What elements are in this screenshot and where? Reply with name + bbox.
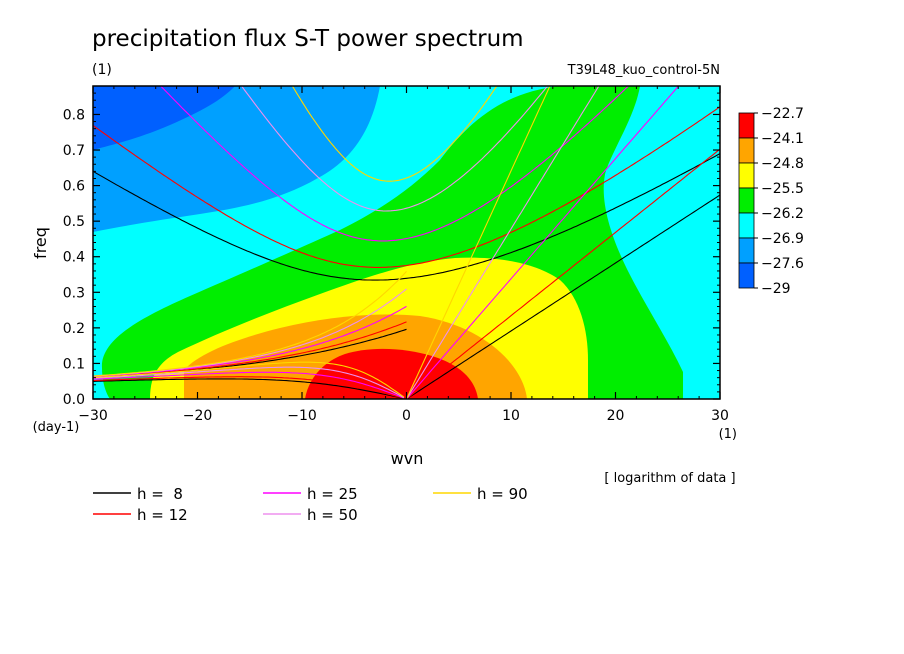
y-tick-label: 0.8 (63, 107, 85, 123)
y-tick-label: 0.2 (63, 321, 85, 337)
log-note: [ logarithm of data ] (604, 471, 735, 486)
colorbar-swatch (738, 137, 755, 164)
y-tick-label: 0.6 (63, 179, 85, 195)
colorbar-swatch (738, 162, 755, 189)
kelvin-curve (406, 194, 720, 399)
colorbar-label: −22.7 (761, 106, 804, 122)
x-tick-label: 30 (711, 408, 729, 424)
y-tick-label: 0.3 (63, 285, 85, 301)
colorbar-label: −29 (761, 281, 791, 297)
kelvin-curve (406, 86, 600, 399)
colorbar-swatch (738, 262, 755, 289)
colorbar-label: −25.5 (761, 181, 804, 197)
chart-title: precipitation flux S-T power spectrum (92, 26, 524, 52)
er-curve (93, 361, 405, 398)
y-unit-label: (day-1) (33, 420, 80, 435)
ig-curve (240, 86, 549, 212)
x-axis: −30 −20 −10 0 10 20 30 (78, 86, 729, 424)
colorbar-swatch (738, 212, 755, 239)
colorbar-label: −26.9 (761, 231, 804, 247)
er-curve (93, 366, 405, 399)
x-tick-label: −20 (183, 408, 213, 424)
mrg-curve (93, 271, 407, 377)
er-curve (93, 376, 405, 399)
x-tick-label: 10 (502, 408, 520, 424)
colorbar-swatch (738, 187, 755, 214)
chart-subtitle-left: (1) (92, 62, 112, 78)
er-curve (93, 378, 405, 399)
colorbar-swatch (738, 112, 755, 139)
x-tick-label: 20 (607, 408, 625, 424)
er-curve (93, 371, 405, 399)
y-tick-label: 0.0 (63, 392, 85, 408)
dispersion-curves (93, 86, 720, 399)
x-tick-label: 0 (402, 408, 411, 424)
x-tick-label: −10 (287, 408, 317, 424)
y-tick-label: 0.4 (63, 250, 85, 266)
legend: h = 8 h = 12 h = 25 h = 50 h = 90 (93, 485, 528, 524)
x-axis-label: wvn (391, 449, 424, 468)
colorbar-label: −27.6 (761, 256, 804, 272)
y-tick-label: 0.5 (63, 214, 85, 230)
ig-curve (159, 86, 630, 242)
kelvin-curve (405, 86, 551, 399)
colorbar-label: −24.1 (761, 131, 804, 147)
x-tick-label: −30 (78, 408, 108, 424)
ig-curve (93, 106, 720, 268)
kelvin-curve (406, 148, 720, 399)
legend-label: h = 50 (307, 506, 358, 524)
chart-subtitle-right: T39L48_kuo_control-5N (567, 63, 720, 78)
colorbar-swatch (738, 237, 755, 264)
y-axis: 0.0 0.1 0.2 0.3 0.4 0.5 0.6 0.7 0.8 (63, 92, 720, 408)
y-tick-label: 0.1 (63, 356, 85, 372)
y-tick-label: 0.7 (63, 143, 85, 159)
band-dark-blue (93, 86, 235, 150)
legend-label: h = 90 (477, 485, 528, 503)
colorbar-label: −24.8 (761, 156, 804, 172)
colorbar-label: −26.2 (761, 206, 804, 222)
kelvin-curve (406, 86, 680, 399)
y-axis-label: freq (31, 227, 50, 259)
x-unit-label: (1) (719, 427, 737, 442)
legend-label: h = 25 (307, 485, 358, 503)
ig-curve (93, 153, 720, 281)
colorbar: −22.7 −24.1 −24.8 −25.5 −26.2 −26.9 −27.6 −29 (738, 106, 804, 297)
ig-curve (291, 86, 498, 182)
mrg-curve (93, 321, 407, 378)
legend-label: h = 8 (137, 485, 183, 503)
band-red (305, 348, 478, 399)
legend-label: h = 12 (137, 506, 188, 524)
contour-fill (93, 86, 720, 399)
